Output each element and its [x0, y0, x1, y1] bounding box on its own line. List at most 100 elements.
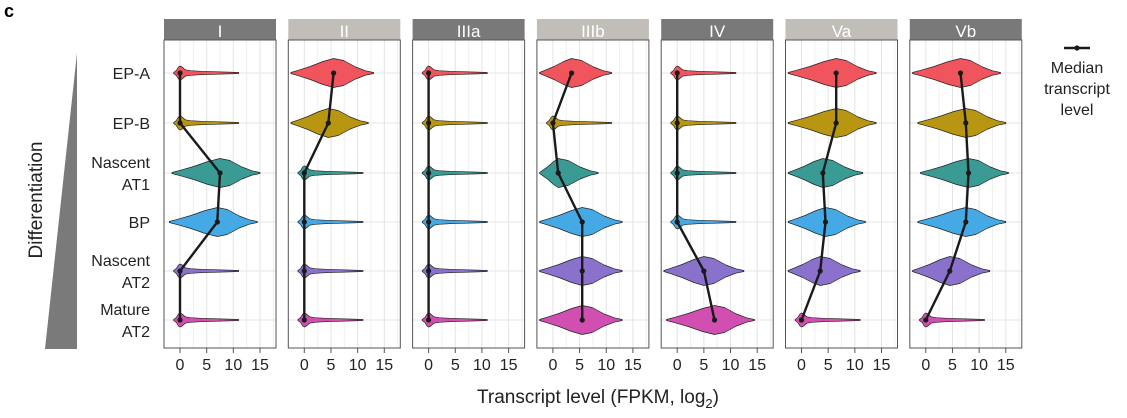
x-tick-label: 15 [375, 357, 393, 374]
facet-strip [288, 19, 401, 43]
x-tick-label: 5 [451, 357, 460, 374]
panel-border [536, 39, 650, 349]
median-point [798, 317, 805, 323]
median-point [833, 70, 839, 76]
facet-panel: I 0 5 10 15 [163, 19, 277, 374]
median-point [301, 317, 307, 323]
median-point [820, 170, 826, 176]
x-tick-label: 10 [224, 357, 242, 374]
median-point [177, 70, 183, 76]
x-tick-label: 10 [597, 357, 615, 374]
category-label: EP-B [113, 116, 150, 133]
legend-median-dot [1074, 45, 1080, 51]
x-tick-label: 10 [349, 357, 367, 374]
facet-strip [536, 19, 649, 43]
x-tick-label: 0 [548, 357, 557, 374]
facet-panel: IIIb 0 5 10 15 [536, 19, 650, 374]
x-axis-title: Transcript level (FPKM, log2) [477, 387, 719, 411]
x-tick-label: 15 [251, 357, 269, 374]
x-tick-label: 0 [921, 357, 930, 374]
median-point [711, 317, 718, 323]
x-tick-label: 5 [202, 357, 211, 374]
violin [917, 207, 1007, 237]
y-axis-title: Differentiation [26, 142, 47, 259]
facet-panel: Va 0 5 10 15 [785, 19, 898, 374]
x-tick-label: 15 [873, 357, 891, 374]
facet-strip [785, 19, 898, 43]
median-point [301, 170, 307, 176]
category-label: Mature [100, 302, 150, 319]
facet-panel: II 0 5 10 15 [287, 19, 401, 374]
x-tick-label: 10 [722, 357, 740, 374]
category-label: Nascent [91, 253, 150, 270]
median-point [701, 268, 707, 274]
x-tick-label: 10 [473, 357, 491, 374]
median-line [551, 72, 584, 320]
x-tick-label: 0 [424, 357, 433, 374]
category-label: Nascent [91, 155, 150, 172]
violin [539, 158, 599, 188]
x-axis-title-subscript: 2 [705, 396, 712, 411]
median-point [177, 317, 183, 323]
facet-strip [909, 19, 1022, 43]
x-axis-title-end: ) [713, 387, 719, 408]
x-tick-label: 15 [624, 357, 642, 374]
violin [787, 58, 877, 88]
median-point [301, 268, 307, 274]
violin [917, 108, 1007, 138]
violin [171, 158, 261, 188]
median-point [426, 170, 432, 176]
facet-strip [412, 19, 525, 43]
x-tick-label: 5 [948, 357, 957, 374]
panel-letter: c [4, 1, 14, 21]
x-tick-label: 5 [824, 357, 833, 374]
median-point [214, 219, 220, 225]
facet-label: IIIa [457, 22, 481, 41]
median-line [676, 73, 716, 321]
x-tick-label: 10 [970, 357, 988, 374]
median-line [303, 72, 335, 320]
x-tick-label: 15 [500, 357, 518, 374]
legend: Median transcript level [1044, 45, 1110, 119]
median-point [426, 317, 432, 323]
facet-panel: IIIa 0 5 10 15 [412, 19, 526, 374]
median-point [426, 268, 432, 274]
median-point [822, 219, 829, 225]
x-tick-label: 0 [176, 357, 185, 374]
x-tick-label: 0 [673, 357, 682, 374]
median-point [923, 317, 929, 323]
violin [787, 158, 864, 188]
facet-label: Va [832, 22, 852, 41]
median-point [331, 70, 337, 76]
panel-border [412, 39, 526, 349]
x-tick-label: 5 [575, 357, 584, 374]
violin [168, 207, 258, 237]
violin [919, 312, 985, 328]
facet-label: IV [709, 22, 726, 41]
x-tick-label: 5 [327, 357, 336, 374]
category-label: EP-A [113, 66, 151, 83]
median-point [579, 317, 585, 323]
category-labels: EP-A EP-B Nascent AT1 BP Nascent AT2 Mature AT2 [91, 66, 150, 341]
median-point [426, 70, 432, 76]
median-line [800, 73, 838, 321]
violin [912, 58, 1001, 88]
median-point [947, 268, 953, 274]
panel-border [163, 39, 277, 349]
median-point [963, 120, 969, 126]
median-point [325, 120, 331, 126]
median-point [957, 70, 964, 76]
x-axis-title-main: Transcript level (FPKM, log [477, 387, 705, 408]
legend-label-line-1: Median [1051, 60, 1103, 77]
facet-strip [164, 19, 276, 43]
facet-label: I [218, 22, 223, 41]
violin [787, 256, 861, 286]
facet-strip [661, 19, 774, 43]
facet-panel: IV 0 5 10 15 [660, 19, 774, 374]
median-point [550, 120, 556, 126]
panel-border [660, 39, 774, 349]
violin [539, 58, 612, 88]
category-label: AT2 [122, 275, 150, 292]
